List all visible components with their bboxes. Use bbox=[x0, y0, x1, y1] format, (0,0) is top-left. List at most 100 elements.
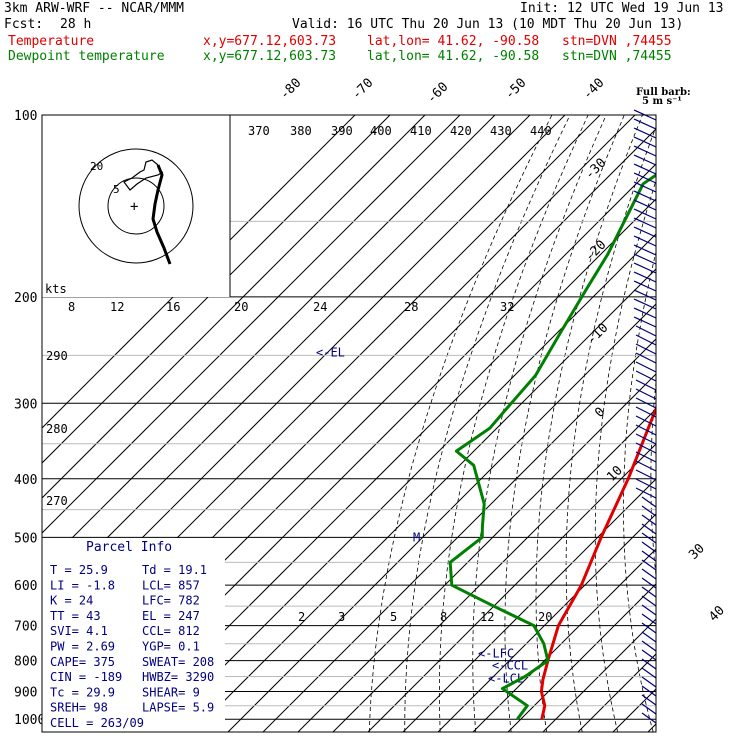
theta-label: 410 bbox=[410, 124, 432, 138]
isotherm-line bbox=[42, 115, 391, 464]
isotherm-line bbox=[157, 233, 656, 732]
theta-label: 370 bbox=[248, 124, 270, 138]
parcel-info-row: CIN = -189 bbox=[50, 670, 122, 684]
wind-barb bbox=[633, 253, 657, 265]
wind-barb bbox=[641, 523, 657, 535]
level-annotation: M bbox=[413, 530, 420, 544]
hodograph-ring-label: 20 bbox=[90, 160, 103, 173]
wind-barb bbox=[633, 154, 657, 166]
isotherm-label: -70 bbox=[349, 76, 376, 103]
wind-barb bbox=[641, 640, 657, 652]
hodograph-ring-outer bbox=[78, 148, 194, 264]
init-time: Init: 12 UTC Wed 19 Jun 13 bbox=[520, 1, 724, 16]
wind-barb bbox=[635, 415, 657, 427]
wind-barb bbox=[633, 307, 657, 319]
isotherm-line bbox=[192, 268, 656, 732]
theta-e-label: 270 bbox=[46, 494, 68, 508]
isotherm-line bbox=[437, 513, 656, 732]
hodograph-ring-inner bbox=[107, 177, 165, 235]
wind-barb bbox=[633, 271, 657, 283]
wind-barb bbox=[641, 631, 657, 643]
pressure-tick-label: 700 bbox=[14, 620, 37, 635]
theta-label: 420 bbox=[450, 124, 472, 138]
wind-barb bbox=[635, 451, 657, 463]
dry-adiabat-line bbox=[650, 378, 656, 580]
wind-barb bbox=[641, 532, 657, 544]
dry-adiabat-line bbox=[703, 115, 740, 732]
wind-barb bbox=[633, 145, 657, 157]
isotherm-label: 40 bbox=[706, 603, 728, 625]
wind-barb bbox=[635, 460, 657, 472]
pressure-tick-label: 600 bbox=[14, 579, 37, 594]
wind-barb bbox=[633, 244, 657, 256]
wind-barb bbox=[633, 190, 657, 202]
hodograph-trace bbox=[151, 164, 172, 265]
dry-adiabat-line bbox=[368, 115, 553, 732]
dry-adiabat-line bbox=[504, 115, 625, 732]
parcel-info-row: PW = 2.69 bbox=[50, 640, 115, 654]
speed-scale-label: 12 bbox=[110, 300, 124, 314]
hodograph-units: kts bbox=[45, 282, 67, 296]
plot-frame bbox=[41, 114, 657, 733]
wind-barb bbox=[635, 370, 657, 382]
wind-barb bbox=[635, 397, 657, 409]
speed-scale-label: 24 bbox=[313, 300, 327, 314]
hodograph-center-icon: + bbox=[130, 199, 138, 215]
wind-barb bbox=[633, 181, 657, 193]
dry-adiabat-line bbox=[678, 115, 734, 732]
mixing-ratio-label: 12 bbox=[480, 610, 494, 624]
isotherm-label: -40 bbox=[580, 76, 607, 103]
pressure-tick-label: 900 bbox=[14, 686, 37, 701]
wind-barb bbox=[641, 568, 657, 580]
wind-barb bbox=[635, 406, 657, 418]
wind-barb bbox=[635, 379, 657, 391]
isotherm-line bbox=[332, 408, 656, 732]
wind-barb bbox=[633, 217, 657, 229]
dry-adiabat-line bbox=[729, 115, 740, 732]
dry-adiabat-line bbox=[594, 179, 656, 732]
isotherm-line bbox=[42, 115, 531, 604]
theta-e-label: 290 bbox=[46, 349, 68, 363]
valid-time: Valid: 16 UTC Thu 20 Jun 13 (10 MDT Thu … bbox=[292, 17, 684, 32]
parcel-info-row: LI = -1.8 bbox=[50, 578, 115, 592]
wind-barb bbox=[635, 487, 657, 499]
wind-barb bbox=[635, 343, 657, 355]
isotherm-lines bbox=[42, 115, 656, 732]
wind-barb bbox=[635, 469, 657, 481]
wind-barb bbox=[633, 289, 657, 301]
dewpoint-profile bbox=[448, 173, 656, 721]
forecast-hour: 28 h bbox=[60, 17, 92, 32]
isotherm-label: 0 bbox=[592, 405, 608, 421]
wind-barb bbox=[641, 613, 657, 625]
isotherm-label: -30 bbox=[582, 156, 609, 183]
dry-adiabat-line bbox=[535, 115, 643, 732]
mixing-ratio-label: 20 bbox=[538, 610, 552, 624]
isotherm-line bbox=[472, 548, 656, 732]
wind-barb bbox=[633, 235, 657, 247]
isotherm-line bbox=[542, 618, 656, 732]
pressure-tick-label: 100 bbox=[14, 109, 37, 124]
parcel-info-row: Tc = 29.9 bbox=[50, 685, 115, 699]
speed-scale-label: 8 bbox=[68, 300, 75, 314]
isotherm-label: -80 bbox=[277, 76, 304, 103]
speed-scale-label: 32 bbox=[500, 300, 514, 314]
parcel-info-row: Td = 19.1 bbox=[142, 563, 207, 577]
wind-barb bbox=[635, 424, 657, 436]
wind-barb bbox=[641, 676, 657, 688]
isotherm-label: -50 bbox=[502, 76, 529, 103]
dry-adiabat-line bbox=[404, 115, 571, 732]
wind-barb bbox=[633, 316, 657, 328]
speed-scale-label: 28 bbox=[404, 300, 418, 314]
isotherm-line bbox=[122, 198, 656, 732]
wind-barb bbox=[633, 172, 657, 184]
theta-label: 430 bbox=[490, 124, 512, 138]
isotherm-label: 30 bbox=[686, 541, 708, 563]
parcel-info-row: HWBZ= 3290 bbox=[142, 670, 214, 684]
isotherm-line bbox=[367, 443, 656, 732]
mixing-ratio-label: 5 bbox=[390, 610, 397, 624]
wind-barb bbox=[633, 136, 657, 148]
wind-barb bbox=[641, 658, 657, 670]
level-annotation: <-EL bbox=[316, 345, 345, 359]
parcel-info-row: CCL= 812 bbox=[142, 624, 200, 638]
temperature-profile bbox=[539, 404, 656, 720]
